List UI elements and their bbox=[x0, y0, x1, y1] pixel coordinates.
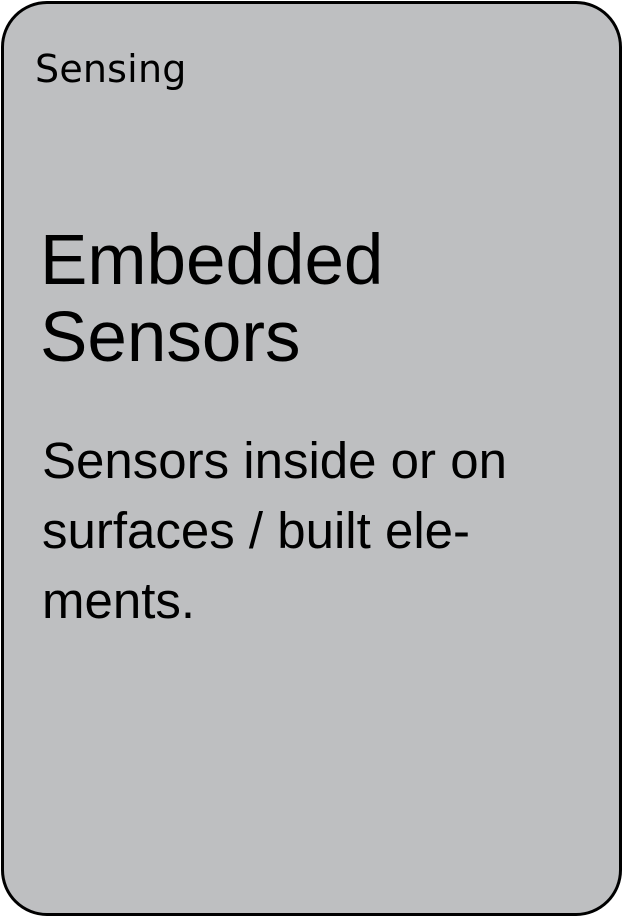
card-title-line-1: Embedded bbox=[40, 221, 384, 300]
card-description-line-3: ments. bbox=[42, 572, 196, 629]
card-title-line-2: Sensors bbox=[40, 298, 301, 377]
card-description-line-1: Sensors inside or on bbox=[42, 432, 507, 489]
card-title: Embedded Sensors bbox=[40, 222, 600, 376]
card-description-line-2: surfaces / built ele- bbox=[42, 502, 471, 559]
card-description: Sensors inside or on surfaces / built el… bbox=[42, 426, 602, 636]
card-category: Sensing bbox=[35, 47, 187, 91]
